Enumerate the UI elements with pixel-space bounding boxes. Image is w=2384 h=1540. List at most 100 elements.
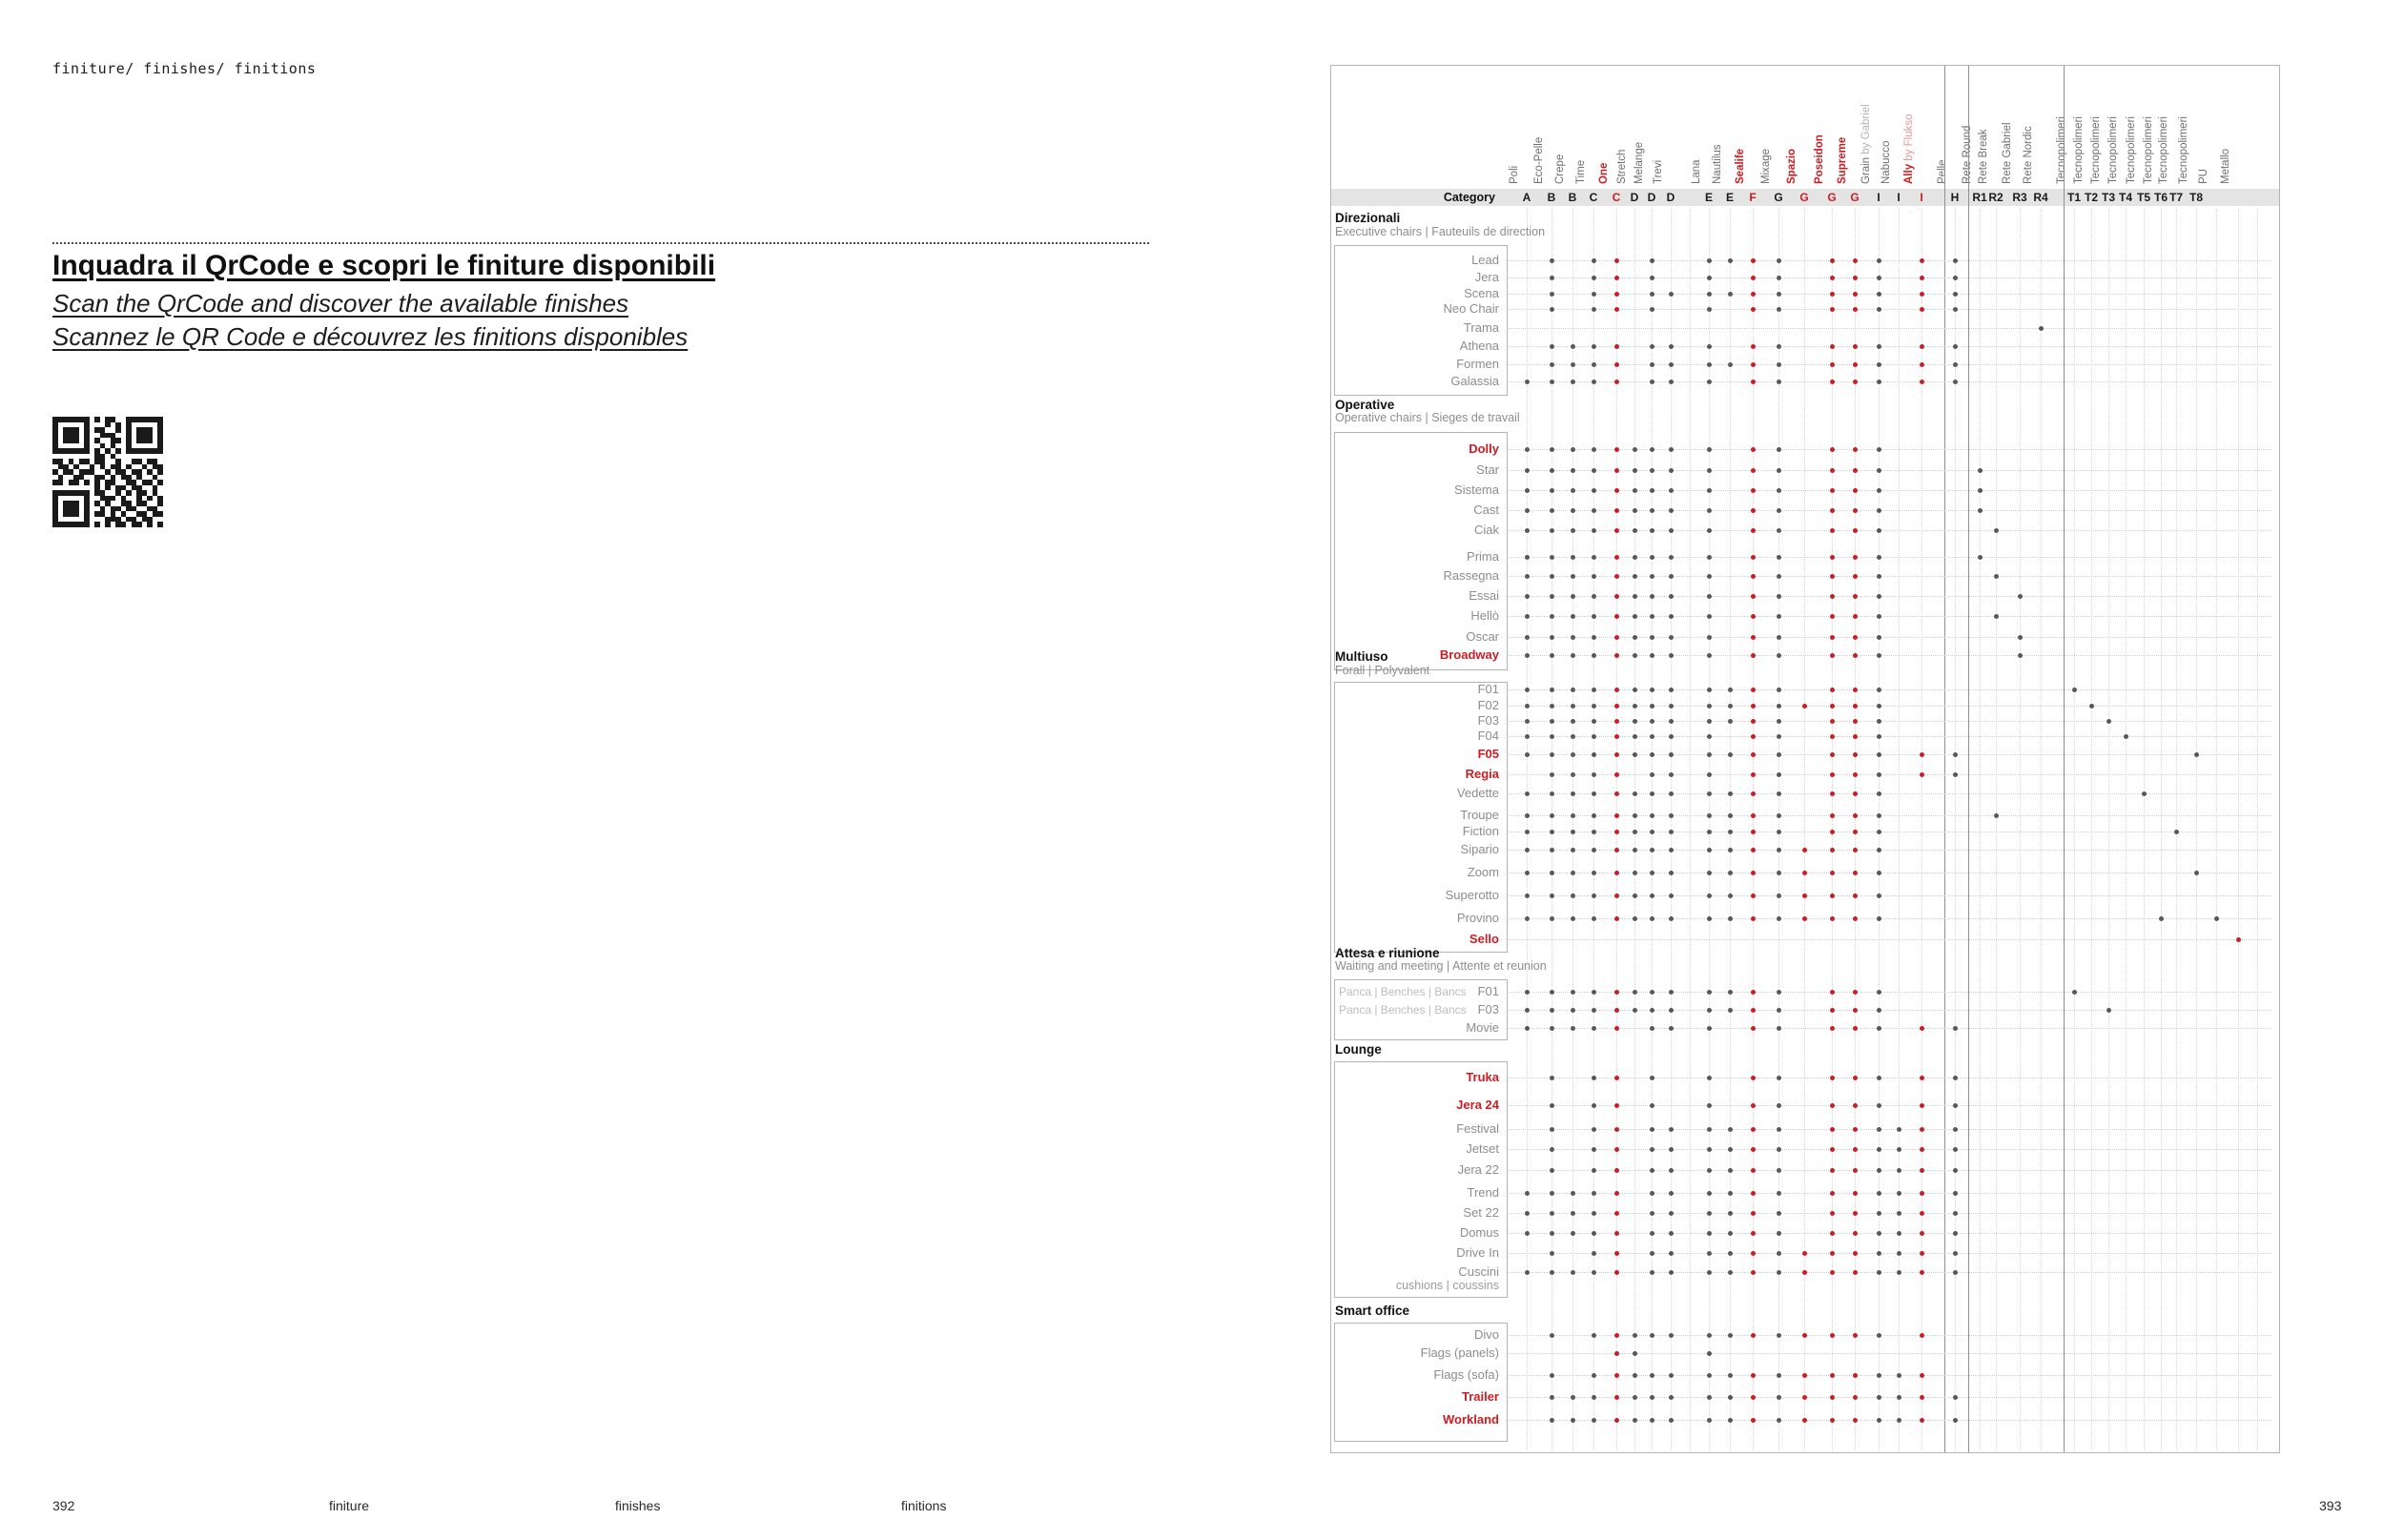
availability-dot <box>1668 361 1674 367</box>
availability-dot <box>1649 1269 1654 1275</box>
availability-dot <box>1549 467 1554 473</box>
availability-dot <box>1524 573 1530 579</box>
availability-dot <box>1993 613 1999 619</box>
availability-dot <box>1649 306 1654 312</box>
availability-dot <box>1727 257 1733 263</box>
availability-dot <box>1706 1372 1712 1378</box>
page-eyebrow: finiture/ finishes/ finitions <box>52 60 317 77</box>
availability-dot <box>1829 915 1835 921</box>
availability-dot <box>1852 573 1858 579</box>
availability-dot <box>1591 527 1596 533</box>
availability-dot <box>1706 1146 1712 1152</box>
availability-dot <box>1876 1007 1881 1013</box>
availability-dot <box>1668 1190 1674 1196</box>
row-label: Provino <box>1456 911 1499 925</box>
availability-dot <box>1706 1269 1712 1275</box>
row-label: Fiction <box>1462 824 1499 838</box>
availability-dot <box>2071 687 2077 692</box>
availability-dot <box>1801 1417 1807 1423</box>
availability-dot <box>1852 847 1858 852</box>
availability-dot <box>1570 870 1575 875</box>
availability-dot <box>1649 847 1654 852</box>
section-label-box <box>1334 1061 1508 1298</box>
availability-dot <box>1613 751 1619 757</box>
availability-dot <box>1876 467 1881 473</box>
availability-dot <box>1750 1025 1756 1031</box>
availability-dot <box>1776 1075 1781 1080</box>
availability-dot <box>1668 527 1674 533</box>
row-leader <box>1507 557 2271 558</box>
availability-dot <box>1613 446 1619 452</box>
row-leader <box>1507 939 2271 940</box>
availability-dot <box>1668 847 1674 852</box>
availability-dot <box>1570 703 1575 708</box>
availability-dot <box>1668 1332 1674 1338</box>
row-label: Lead <box>1471 253 1499 267</box>
availability-dot <box>1613 829 1619 834</box>
availability-dot <box>2158 915 2164 921</box>
availability-dot <box>1668 733 1674 739</box>
availability-dot <box>1668 791 1674 796</box>
availability-dot <box>1591 1167 1596 1173</box>
availability-dot <box>1776 870 1781 875</box>
availability-dot <box>1591 593 1596 599</box>
availability-dot <box>1896 1167 1901 1173</box>
availability-dot <box>1952 1417 1958 1423</box>
row-label: Prima <box>1467 549 1499 564</box>
availability-dot <box>2123 733 2128 739</box>
availability-dot <box>1776 652 1781 658</box>
availability-dot <box>1570 613 1575 619</box>
availability-dot <box>1668 1146 1674 1152</box>
availability-dot <box>1829 554 1835 560</box>
availability-dot <box>1876 1417 1881 1423</box>
availability-dot <box>1829 1269 1835 1275</box>
availability-dot <box>1613 733 1619 739</box>
availability-dot <box>1613 1126 1619 1132</box>
row-label: Trama <box>1463 320 1499 335</box>
availability-dot <box>1649 1025 1654 1031</box>
availability-dot <box>1919 306 1924 312</box>
availability-dot <box>1549 634 1554 640</box>
availability-dot <box>1570 733 1575 739</box>
availability-dot <box>1776 1417 1781 1423</box>
availability-dot <box>1852 593 1858 599</box>
section-subtitle: Operative chairs | Sieges de travail <box>1335 411 1520 424</box>
availability-dot <box>1570 507 1575 513</box>
availability-dot <box>1706 915 1712 921</box>
availability-dot <box>1876 1372 1881 1378</box>
availability-dot <box>1952 379 1958 384</box>
availability-dot <box>1876 1126 1881 1132</box>
availability-dot <box>1524 613 1530 619</box>
row-label: Sello <box>1469 932 1499 946</box>
availability-dot <box>1852 257 1858 263</box>
availability-dot <box>1750 1075 1756 1080</box>
availability-dot <box>1852 1394 1858 1400</box>
availability-dot <box>1706 379 1712 384</box>
availability-dot <box>1549 554 1554 560</box>
availability-dot <box>1613 467 1619 473</box>
availability-dot <box>1727 718 1733 724</box>
availability-dot <box>1613 306 1619 312</box>
availability-dot <box>1706 613 1712 619</box>
availability-dot <box>1727 1007 1733 1013</box>
section-label-box <box>1334 432 1508 670</box>
availability-dot <box>1750 343 1756 349</box>
availability-dot <box>1524 379 1530 384</box>
availability-dot <box>1591 847 1596 852</box>
availability-dot <box>1750 1394 1756 1400</box>
availability-dot <box>1649 812 1654 818</box>
availability-dot <box>1952 1210 1958 1216</box>
availability-dot <box>1613 687 1619 692</box>
availability-dot <box>1649 893 1654 898</box>
row-leader <box>1507 1213 2271 1214</box>
availability-dot <box>1549 1417 1554 1423</box>
availability-dot <box>1829 1167 1835 1173</box>
availability-dot <box>1524 652 1530 658</box>
availability-dot <box>1776 829 1781 834</box>
availability-dot <box>1591 306 1596 312</box>
availability-dot <box>1750 1417 1756 1423</box>
availability-dot <box>1776 487 1781 493</box>
availability-dot <box>1649 771 1654 777</box>
availability-dot <box>1852 507 1858 513</box>
availability-dot <box>1613 1350 1619 1356</box>
